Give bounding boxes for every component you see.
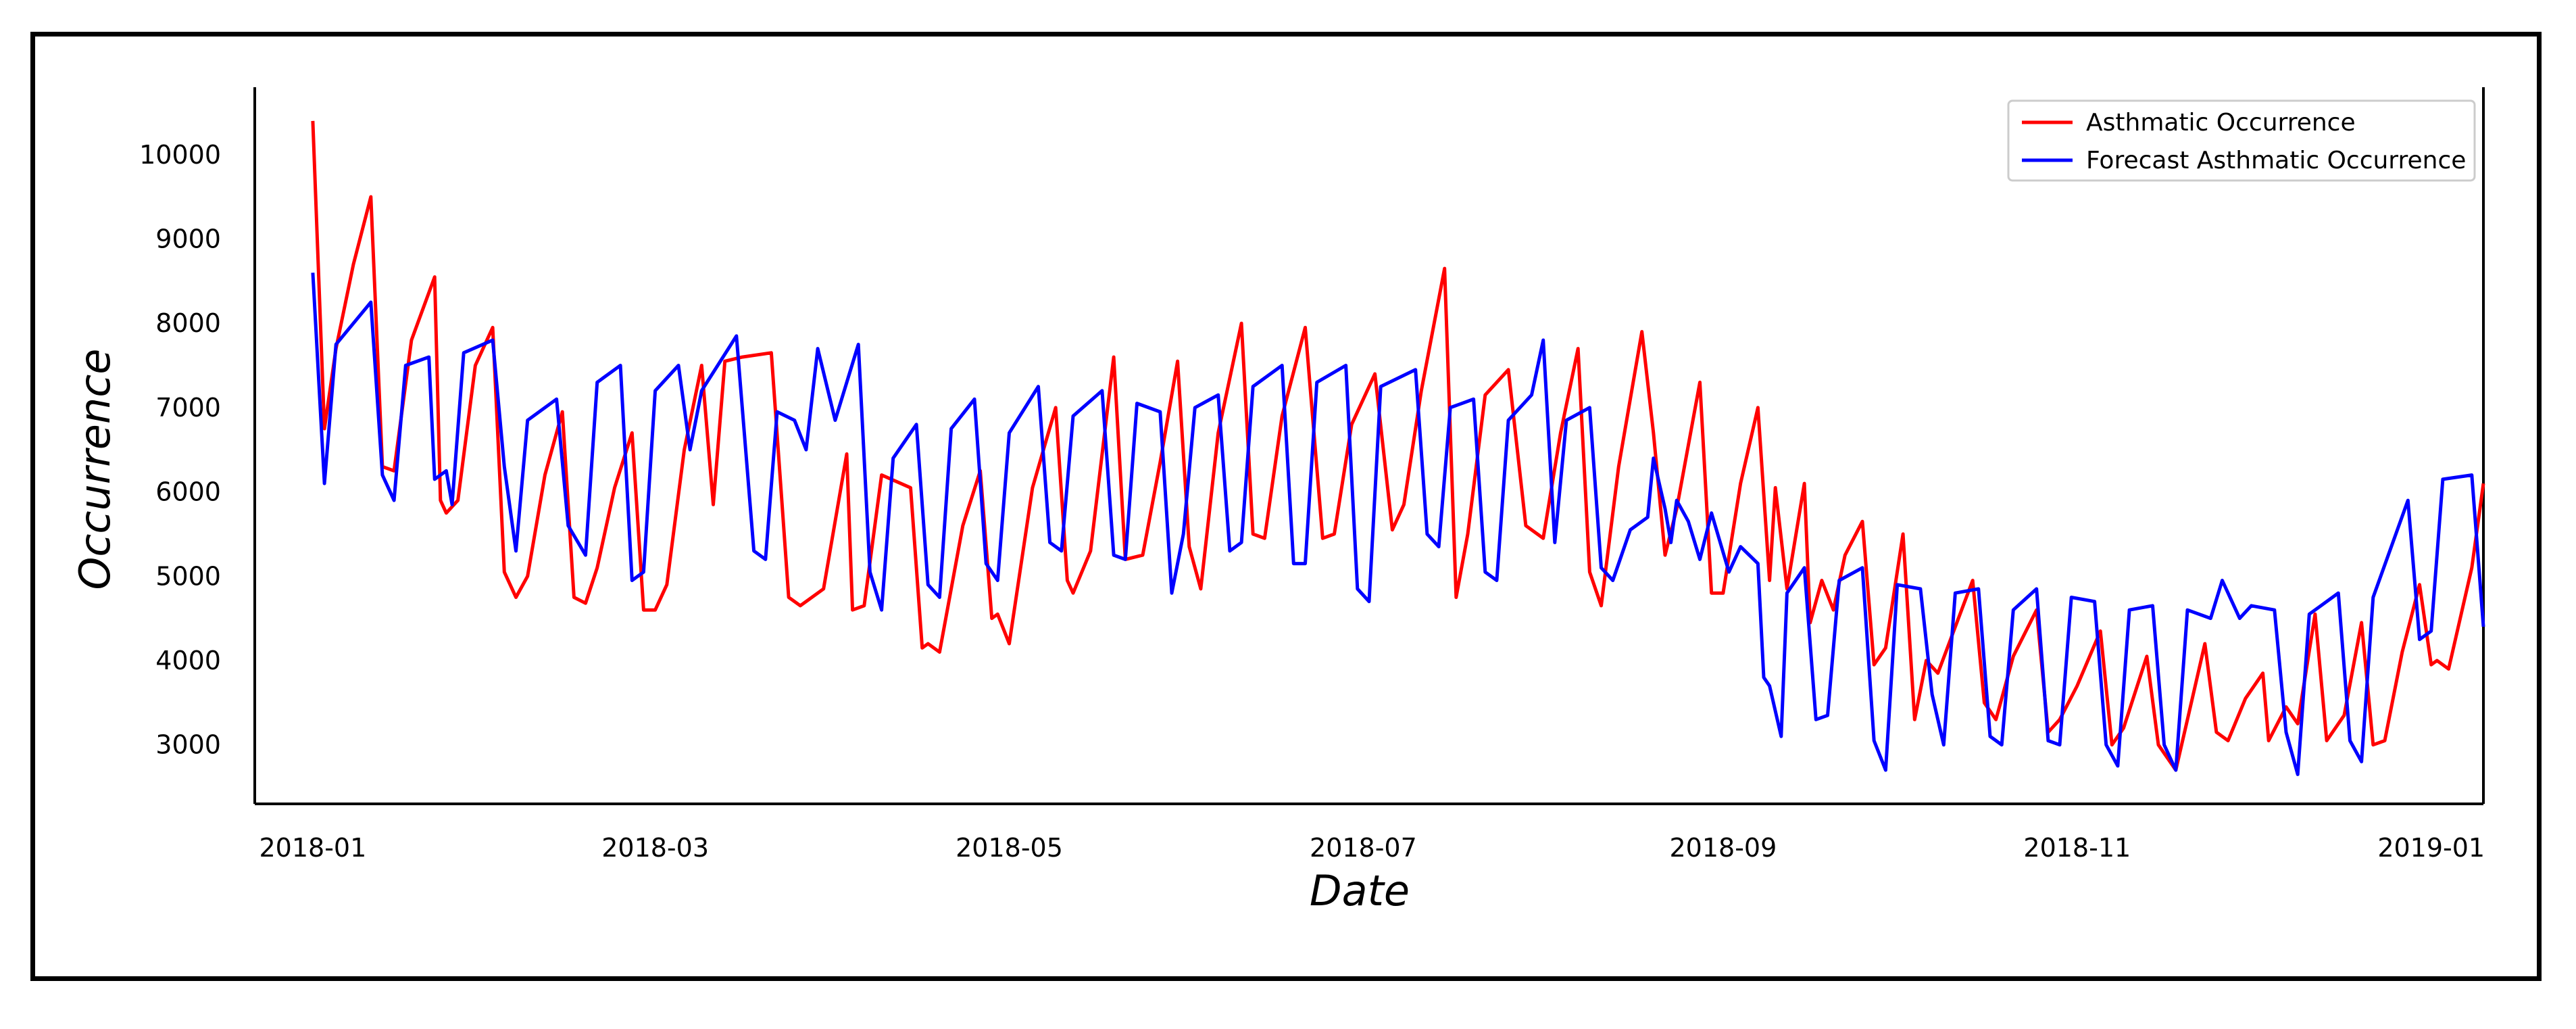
y-tick-label: 9000 [155, 224, 221, 254]
plot-area [311, 87, 2485, 804]
x-tick-label: 2018-03 [601, 833, 709, 863]
legend-label: Asthmatic Occurrence [2086, 109, 2356, 137]
y-tick-label: 6000 [155, 477, 221, 507]
y-tick-label: 10000 [139, 140, 221, 170]
y-tick-label: 3000 [155, 730, 221, 760]
series-line-2 [311, 272, 2485, 776]
legend: Asthmatic Occurrence Forecast Asthmatic O… [2007, 99, 2476, 182]
y-axis-title: Occurrence [70, 349, 120, 590]
x-tick-label: 2018-09 [1670, 833, 1777, 863]
y-tick-label: 5000 [155, 561, 221, 591]
legend-label: Forecast Asthmatic Occurrence [2086, 147, 2466, 174]
x-axis-title: Date [1310, 866, 1410, 915]
y-axis: 3000 4000 5000 6000 7000 8000 9000 10000 [139, 87, 256, 804]
x-tick-label: 2018-05 [956, 833, 1063, 863]
x-tick-label: 2019-01 [2377, 833, 2485, 863]
x-tick-label: 2018-07 [1310, 833, 1417, 863]
x-axis: 2018-01 2018-03 2018-05 2018-07 2018-09 2018-… [255, 803, 2485, 863]
figure-frame: 3000 4000 5000 6000 7000 8000 9000 10000 2018-0… [30, 32, 2542, 981]
y-tick-label: 8000 [155, 308, 221, 338]
line-chart: 3000 4000 5000 6000 7000 8000 9000 10000 2018-0… [70, 87, 2485, 915]
x-tick-label: 2018-11 [2023, 833, 2131, 863]
y-tick-label: 4000 [155, 646, 221, 675]
series-line-1 [311, 120, 2485, 772]
y-tick-label: 7000 [155, 393, 221, 423]
x-tick-label: 2018-01 [259, 833, 366, 863]
legend-box [2007, 99, 2476, 182]
